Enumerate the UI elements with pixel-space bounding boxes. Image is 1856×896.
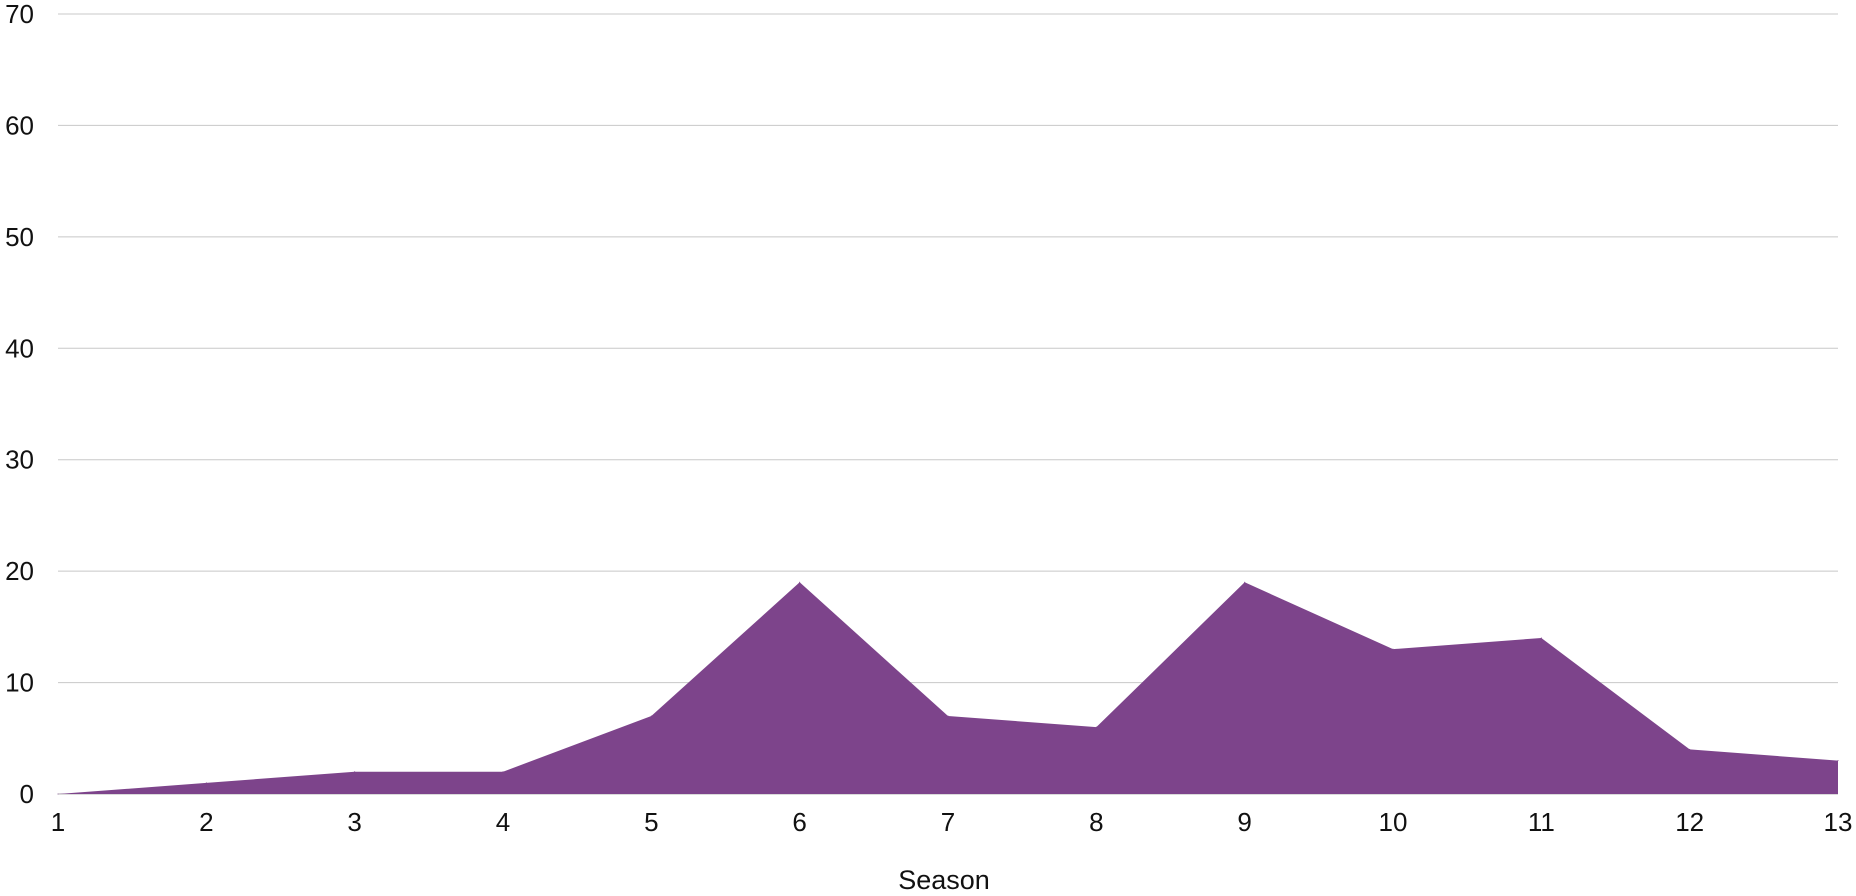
- data-point: [650, 715, 652, 717]
- data-point: [354, 771, 356, 773]
- y-tick-label: 10: [5, 668, 34, 698]
- data-point: [799, 581, 801, 583]
- x-tick-label: 3: [347, 807, 361, 837]
- data-point: [57, 793, 59, 795]
- x-tick-label: 11: [1528, 807, 1555, 837]
- x-tick-label: 1: [51, 807, 65, 837]
- y-tick-label: 50: [5, 222, 34, 252]
- data-point: [1392, 648, 1394, 650]
- data-point: [1837, 760, 1839, 762]
- y-tick-label: 60: [5, 110, 34, 140]
- x-axis-title: Season: [898, 865, 990, 895]
- x-tick-label: 4: [496, 807, 510, 837]
- y-tick-label: 40: [5, 333, 34, 363]
- data-point: [502, 771, 504, 773]
- x-tick-label: 12: [1675, 807, 1704, 837]
- x-tick-label: 5: [644, 807, 658, 837]
- y-tick-label: 20: [5, 556, 34, 586]
- y-axis: 0 10 20 30 40 50 60 70: [5, 0, 34, 809]
- data-point: [947, 715, 949, 717]
- y-tick-label: 70: [5, 0, 34, 29]
- x-tick-label: 13: [1824, 807, 1853, 837]
- x-tick-label: 2: [199, 807, 213, 837]
- y-tick-label: 30: [5, 445, 34, 475]
- data-point: [1095, 726, 1097, 728]
- x-tick-label: 6: [792, 807, 806, 837]
- gridlines: [58, 13, 1838, 795]
- x-tick-label: 8: [1089, 807, 1103, 837]
- data-point: [1689, 748, 1691, 750]
- data-point: [1540, 637, 1542, 639]
- x-tick-label: 7: [941, 807, 955, 837]
- y-tick-label: 0: [20, 779, 34, 809]
- series-layer: [57, 581, 1839, 795]
- area-series-0: [58, 582, 1838, 794]
- data-point: [205, 782, 207, 784]
- x-tick-label: 9: [1237, 807, 1251, 837]
- x-tick-label: 10: [1379, 807, 1408, 837]
- data-point: [1244, 581, 1246, 583]
- x-axis: 1 2 3 4 5 6 7 8 9 10 11 12 13: [51, 807, 1853, 837]
